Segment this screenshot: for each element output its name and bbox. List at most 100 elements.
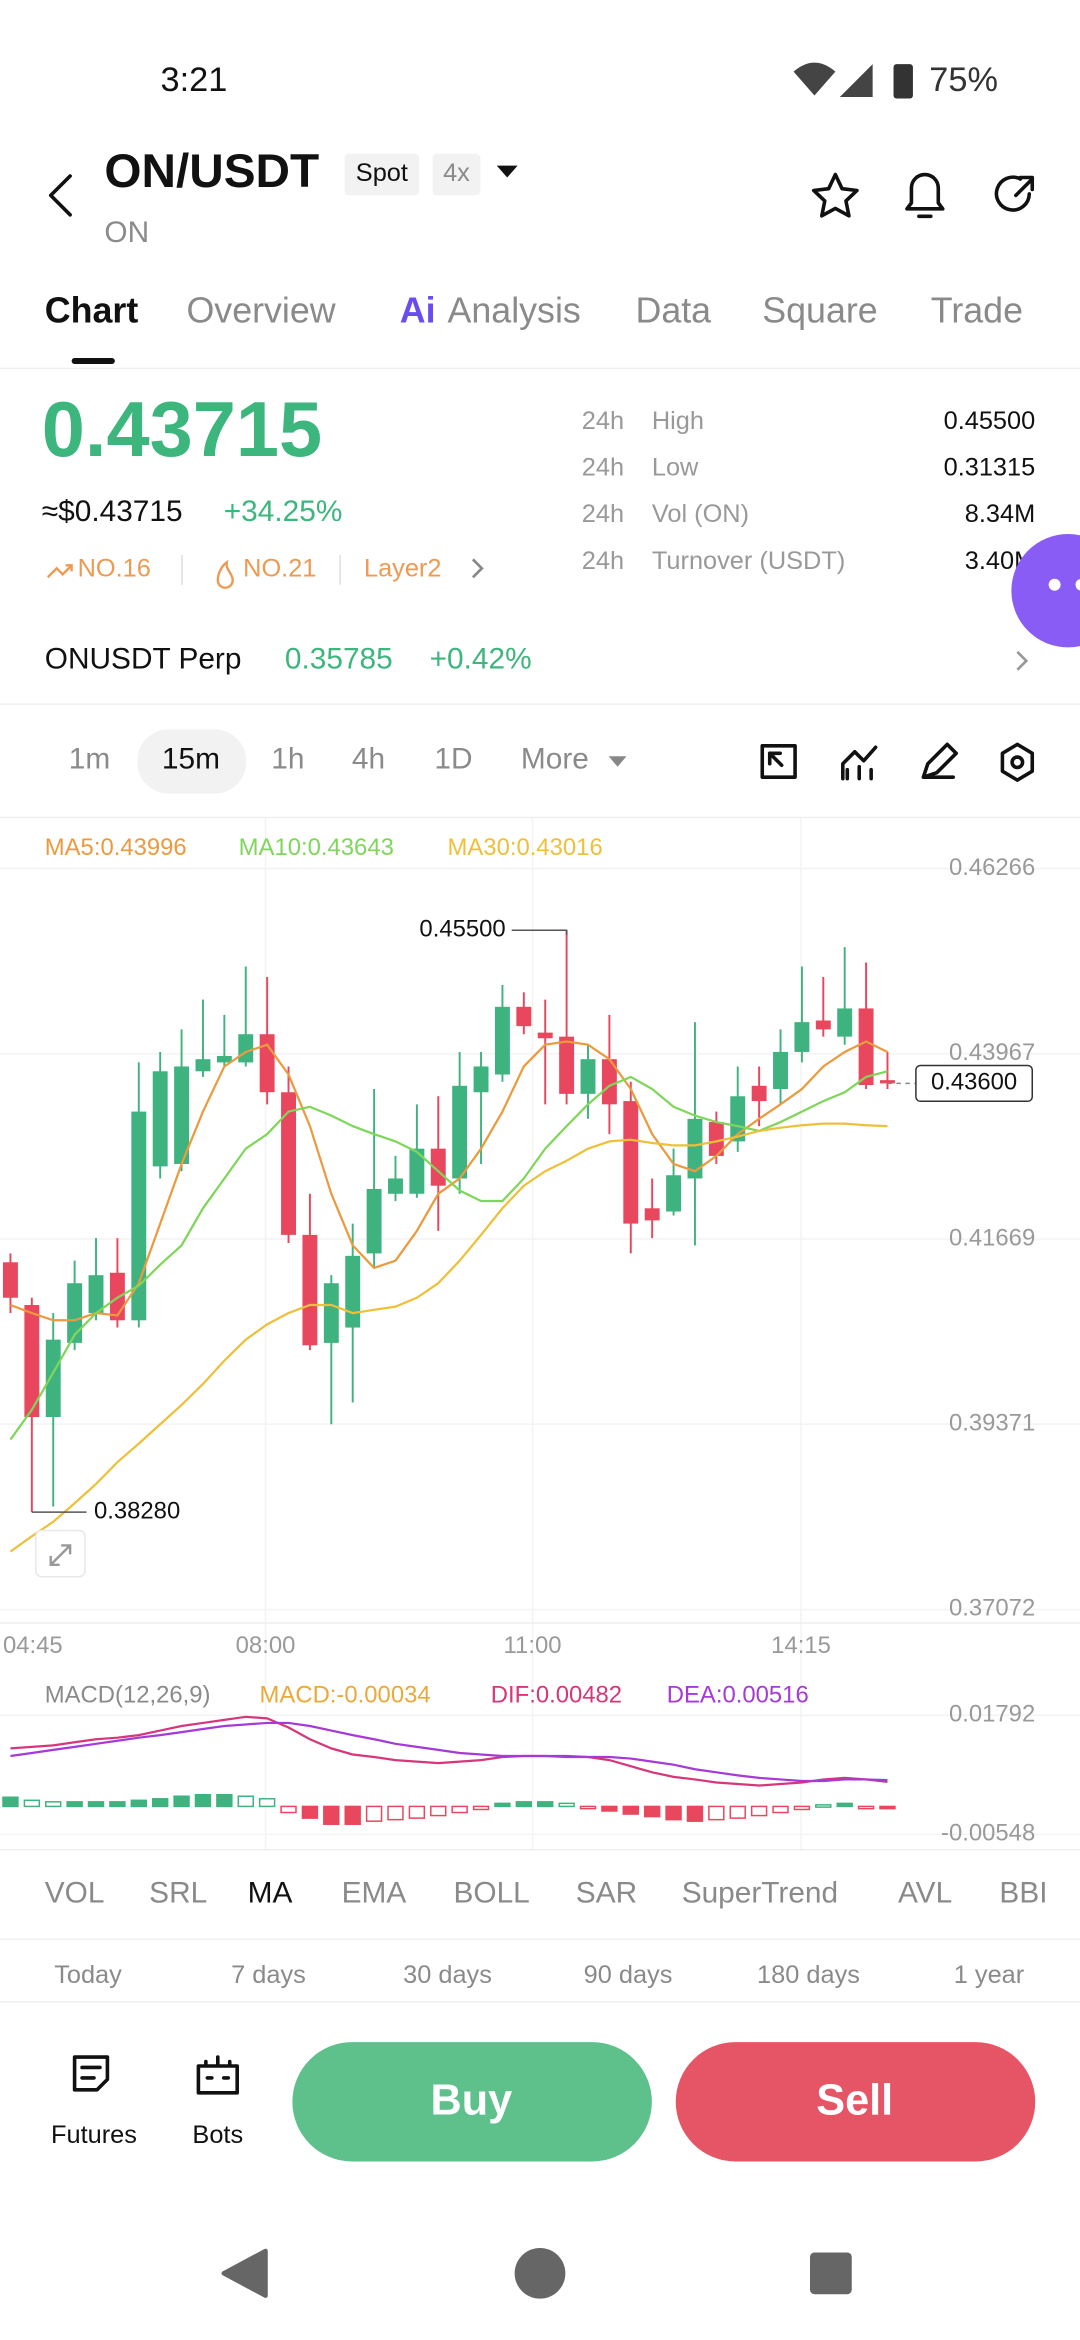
- tab[interactable]: Square: [762, 291, 877, 331]
- indicator-tab[interactable]: BBI: [999, 1876, 1047, 1909]
- candle-body: [430, 1148, 446, 1186]
- chevron[interactable]: [1016, 650, 1029, 671]
- settings-button[interactable]: [1000, 742, 1035, 782]
- dif-legend: DIF:0.00482: [491, 1681, 622, 1708]
- buy-button[interactable]: [292, 2042, 652, 2162]
- ma-legend: MA10:0.43643: [239, 834, 394, 861]
- interval-active-bg: [137, 729, 247, 794]
- nav-back[interactable]: [221, 2248, 268, 2298]
- indicator-tab[interactable]: SuperTrend: [682, 1876, 838, 1909]
- candle-body: [516, 1006, 532, 1027]
- ma-line: [9, 1070, 888, 1441]
- futures-icon[interactable]: [72, 2055, 110, 2092]
- indicator-button[interactable]: [841, 745, 878, 781]
- more-arrow[interactable]: [608, 756, 627, 767]
- nav-recents[interactable]: [809, 2252, 852, 2295]
- indicator-tab[interactable]: BOLL: [453, 1876, 529, 1909]
- y-tick-label: 0.37072: [949, 1595, 1035, 1622]
- perp-price: 0.35785: [285, 643, 393, 676]
- macd-bar: [708, 1805, 725, 1821]
- candle-body: [388, 1178, 403, 1194]
- candle-body: [366, 1188, 382, 1254]
- bots-label[interactable]: Bots: [192, 2121, 243, 2149]
- candle-body: [174, 1066, 190, 1164]
- bubble-eye: [1048, 578, 1061, 591]
- fullscreen-button[interactable]: [760, 744, 797, 779]
- stats-panel: 24h High 0.45500 24h Low 0.31315 24h Vol (ON) 8.…: [582, 407, 1035, 575]
- favorite-button[interactable]: [811, 172, 859, 218]
- candle-body: [302, 1234, 318, 1346]
- back-button[interactable]: [48, 174, 72, 217]
- candle-body: [216, 1055, 232, 1063]
- range-bar: Today 7 days 30 days 90 days 180 days 1 year: [54, 1961, 1025, 1989]
- bubble-eye: [1075, 578, 1080, 591]
- interval-bar: 1m 15m 1h 4h 1D More: [69, 743, 589, 776]
- interval[interactable]: 1D: [434, 743, 472, 776]
- candle-body: [794, 1022, 810, 1052]
- chevron[interactable]: [471, 558, 484, 579]
- spot-tag-bg: [344, 153, 420, 196]
- range-tab[interactable]: 180 days: [757, 1961, 860, 1989]
- interval[interactable]: More: [521, 743, 589, 776]
- range-tab[interactable]: Today: [54, 1961, 122, 1989]
- macd-bar: [23, 1799, 41, 1808]
- interval[interactable]: 1h: [271, 743, 304, 776]
- sector-tag[interactable]: Layer2: [364, 555, 442, 583]
- tab[interactable]: Data: [635, 291, 711, 331]
- ai-badge: Ai: [400, 291, 436, 331]
- hot-tag[interactable]: NO.21: [243, 555, 316, 583]
- macd-bar: [750, 1805, 768, 1817]
- y-tick-label: 0.43967: [949, 1039, 1035, 1066]
- candle-body: [67, 1283, 83, 1343]
- range-tab[interactable]: 30 days: [403, 1961, 492, 1989]
- indicator-tab[interactable]: MA: [248, 1876, 293, 1909]
- indicator-tab[interactable]: SAR: [576, 1876, 637, 1909]
- candle-body: [537, 1032, 553, 1039]
- settings-dot: [1010, 755, 1025, 770]
- candle-body: [623, 1101, 639, 1224]
- nav-home[interactable]: [514, 2247, 566, 2299]
- interval[interactable]: 1m: [69, 743, 110, 776]
- range-tab[interactable]: 1 year: [954, 1961, 1025, 1989]
- share-button[interactable]: [994, 175, 1035, 212]
- draw-button[interactable]: [921, 742, 958, 779]
- spot-tag: Spot: [356, 159, 408, 187]
- last-price: 0.43715: [42, 387, 322, 473]
- macd-bar: [537, 1801, 554, 1808]
- candle-body: [195, 1059, 211, 1072]
- buy-label[interactable]: Buy: [431, 2077, 513, 2125]
- macd-legend: MACD:-0.00034: [260, 1681, 431, 1708]
- rank-tag[interactable]: NO.16: [78, 555, 151, 583]
- indicator-tab[interactable]: EMA: [342, 1876, 407, 1909]
- assistant-bubble[interactable]: [1011, 534, 1080, 648]
- tab[interactable]: Overview: [186, 291, 335, 331]
- high-label: 0.45500: [419, 916, 505, 943]
- leverage-tag[interactable]: 4x: [443, 159, 470, 187]
- futures-label[interactable]: Futures: [51, 2121, 137, 2149]
- perp-change: +0.42%: [430, 643, 532, 676]
- indicator-tab[interactable]: SRL: [149, 1876, 207, 1909]
- tab[interactable]: Chart: [45, 291, 139, 331]
- pair-title: ON/USDT: [104, 145, 319, 198]
- macd-bar: [109, 1801, 126, 1808]
- candle-body: [580, 1059, 596, 1094]
- sell-button[interactable]: [675, 2042, 1036, 2162]
- candle-body: [815, 1020, 831, 1030]
- macd-tick-label: -0.00548: [941, 1820, 1035, 1847]
- tab[interactable]: Trade: [931, 291, 1023, 331]
- range-tab[interactable]: 7 days: [231, 1961, 306, 1989]
- candle-body: [644, 1208, 660, 1221]
- bots-icon[interactable]: [196, 2055, 239, 2095]
- range-tab[interactable]: 90 days: [584, 1961, 673, 1989]
- battery-level: 75%: [929, 61, 998, 99]
- interval[interactable]: 15m: [162, 743, 220, 776]
- alert-button[interactable]: [905, 172, 945, 219]
- indicator-tab[interactable]: AVL: [898, 1876, 952, 1909]
- dropdown-arrow[interactable]: [496, 165, 518, 178]
- macd-bar: [686, 1805, 704, 1822]
- interval[interactable]: 4h: [352, 743, 385, 776]
- sell-label[interactable]: Sell: [816, 2077, 893, 2125]
- perp-name[interactable]: ONUSDT Perp: [45, 643, 242, 676]
- tab[interactable]: Analysis: [448, 291, 581, 331]
- indicator-tab[interactable]: VOL: [45, 1876, 105, 1909]
